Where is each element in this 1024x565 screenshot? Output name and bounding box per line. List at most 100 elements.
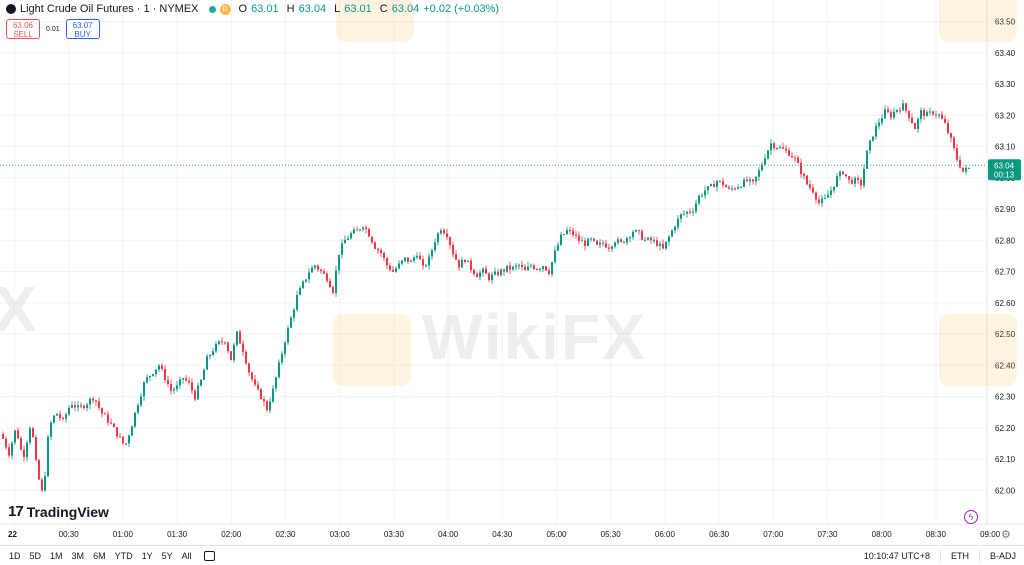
candle-body	[869, 140, 871, 151]
range-selector: 1D 5D 1M 3M 6M YTD 1Y 5Y All	[9, 551, 192, 561]
candle-body	[674, 226, 676, 231]
range-button[interactable]: 6M	[93, 550, 106, 561]
candle-body	[194, 390, 196, 400]
candle-body	[332, 287, 334, 293]
candle-body	[383, 252, 385, 258]
candle-body	[779, 147, 781, 149]
candle-body	[890, 112, 892, 118]
candle-body	[863, 168, 865, 186]
candle-body	[704, 190, 706, 196]
candle-body	[128, 435, 130, 444]
candle-body	[65, 414, 67, 419]
candle-body	[947, 122, 949, 134]
candle-body	[839, 171, 841, 177]
x-tick-label: 02:30	[275, 530, 296, 539]
candle-body	[305, 279, 307, 282]
open-value: 63.01	[251, 3, 279, 15]
watermark-text-partial: X	[0, 273, 39, 345]
clock-time[interactable]: 10:10:47 UTC+8	[863, 550, 930, 561]
candle-body	[137, 405, 139, 413]
range-button[interactable]: 3M	[71, 550, 85, 561]
candle-body	[395, 268, 397, 272]
x-tick-label: 09:00	[980, 530, 1001, 539]
range-button[interactable]: 5Y	[161, 550, 173, 561]
range-button[interactable]: All	[181, 550, 192, 561]
candle-body	[599, 242, 601, 245]
open-label: O	[238, 3, 248, 15]
candle-body	[500, 269, 502, 276]
candle-body	[968, 167, 970, 169]
candle-body	[560, 234, 562, 245]
candle-body	[281, 353, 283, 363]
flash-icon[interactable]: ϟ	[964, 510, 978, 524]
candle-body	[662, 243, 664, 249]
adjustment-toggle[interactable]: B-ADJ	[989, 550, 1016, 561]
candle-body	[227, 342, 229, 352]
gear-icon[interactable]: ⚙	[1001, 529, 1011, 541]
candle-body	[68, 407, 70, 415]
range-button[interactable]: YTD	[114, 550, 133, 561]
candle-body	[356, 229, 358, 231]
candle-body	[347, 238, 349, 240]
delayed-data-icon[interactable]: D	[219, 3, 231, 15]
candle-body	[773, 143, 775, 149]
candle-body	[638, 230, 640, 232]
candle-body	[272, 388, 274, 402]
candle-body	[893, 111, 895, 118]
candle-body	[53, 415, 55, 423]
tradingview-logo[interactable]: 17 TradingView	[8, 503, 109, 520]
candle-body	[605, 243, 607, 248]
symbol-title[interactable]: Light Crude Oil Futures · 1 · NYMEX	[20, 3, 199, 15]
candle-body	[749, 179, 751, 182]
candle-body	[5, 438, 7, 448]
calendar-icon[interactable]	[203, 550, 215, 561]
y-tick-label: 62.50	[995, 330, 1016, 339]
candle-body	[770, 143, 772, 151]
candle-body	[479, 272, 481, 278]
candle-body	[623, 241, 625, 243]
range-button[interactable]: 1D	[9, 550, 21, 561]
candle-body	[278, 362, 280, 378]
range-button[interactable]: 1M	[50, 550, 63, 561]
candle-body	[518, 264, 520, 266]
candle-body	[470, 260, 472, 271]
session-toggle[interactable]: ETH	[950, 550, 969, 561]
candle-body	[935, 114, 937, 116]
candle-body	[941, 114, 943, 119]
time-axis[interactable]: 22 00:30 01:00 01:30 02:00 02:30 03:00 03:30 04:…	[0, 523, 1024, 539]
candle-body	[38, 460, 40, 480]
candle-body	[104, 413, 106, 415]
candle-body	[404, 257, 406, 261]
candle-body	[497, 271, 499, 276]
candle-body	[950, 133, 952, 138]
market-open-icon	[208, 5, 216, 13]
candle-body	[530, 265, 532, 267]
candle-body	[434, 242, 436, 251]
candle-body	[542, 266, 544, 269]
candle-body	[248, 363, 250, 373]
candle-body	[245, 351, 247, 364]
candle-body	[413, 257, 415, 261]
candle-body	[761, 164, 763, 171]
range-button[interactable]: 1Y	[141, 550, 153, 561]
candle-body	[743, 179, 745, 187]
candle-body	[896, 109, 898, 112]
candle-body	[632, 231, 634, 238]
buy-button[interactable]: 63.07 BUY	[65, 19, 100, 39]
candle-body	[326, 273, 328, 281]
candle-body	[353, 229, 355, 234]
range-button[interactable]: 5D	[29, 550, 42, 561]
candle-body	[380, 250, 382, 253]
candle-body	[923, 110, 925, 117]
candle-body	[587, 238, 589, 246]
x-tick-label: 05:30	[601, 530, 622, 539]
watermark-logo-icon	[333, 314, 411, 386]
price-axis[interactable]: 62.00 62.10 62.20 62.30 62.40 62.50 62.60 62.70…	[986, 0, 1024, 524]
candle-body	[482, 268, 484, 273]
candle-body	[140, 396, 142, 406]
candle-body	[101, 407, 103, 414]
candle-body	[803, 173, 805, 176]
sell-button[interactable]: 63.06 SELL	[6, 19, 40, 39]
